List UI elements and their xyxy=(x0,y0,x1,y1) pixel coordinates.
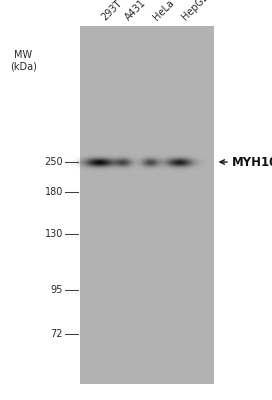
Text: A431: A431 xyxy=(124,0,149,22)
Text: 293T: 293T xyxy=(99,0,123,22)
Text: HepG2: HepG2 xyxy=(180,0,210,22)
Text: 250: 250 xyxy=(45,157,63,167)
Text: 95: 95 xyxy=(51,285,63,295)
Text: 130: 130 xyxy=(45,229,63,239)
Text: MYH10: MYH10 xyxy=(232,156,272,168)
Text: 180: 180 xyxy=(45,187,63,197)
Text: HeLa: HeLa xyxy=(151,0,176,22)
Bar xyxy=(80,26,214,384)
Text: 72: 72 xyxy=(51,329,63,339)
Text: MW
(kDa): MW (kDa) xyxy=(10,50,36,72)
